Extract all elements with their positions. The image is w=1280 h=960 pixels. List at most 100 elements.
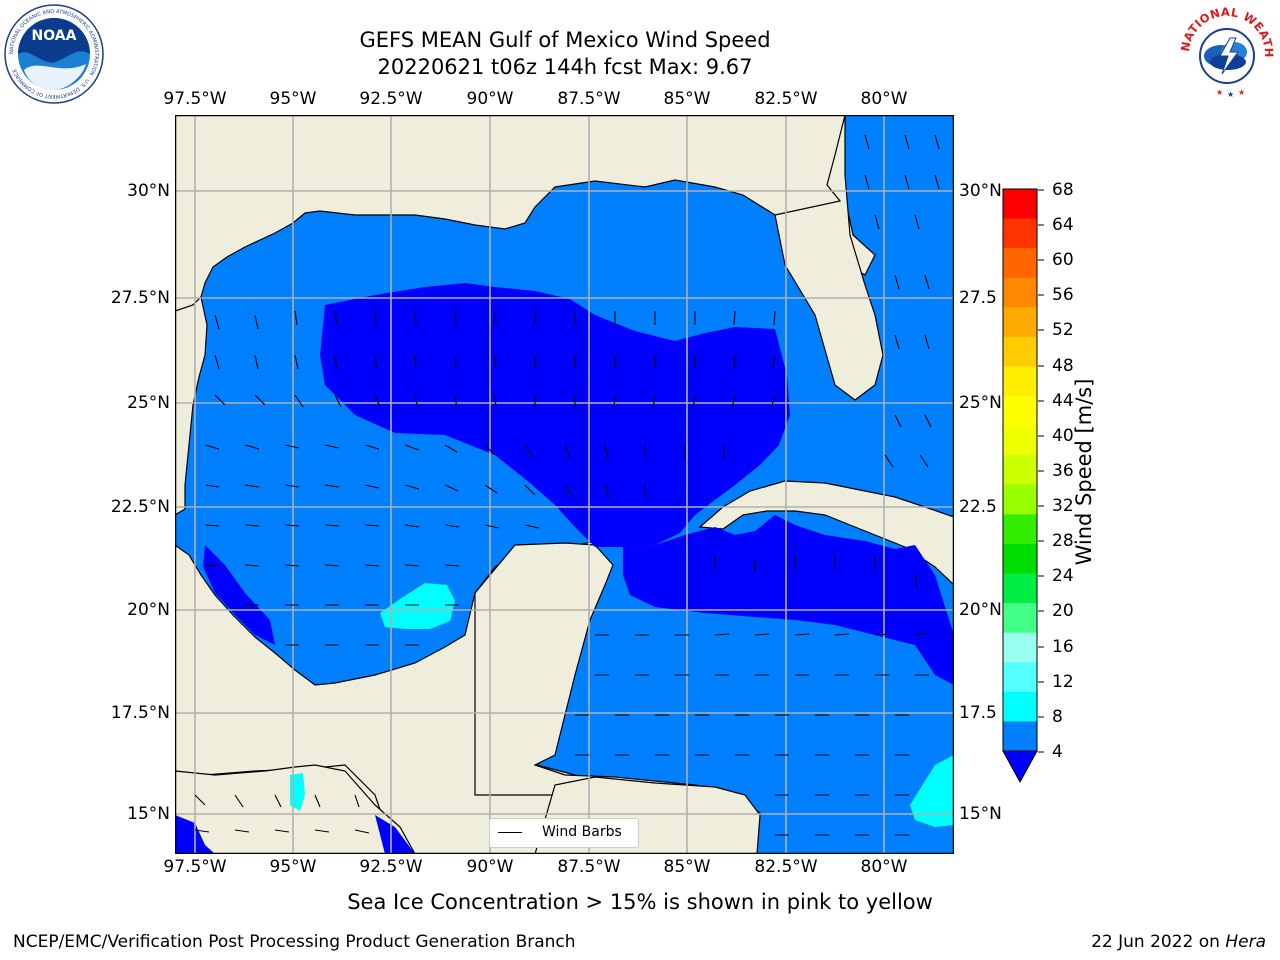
- wind-speed-colorbar: [1002, 188, 1038, 784]
- lat-tick-right: 25°N: [959, 393, 1002, 413]
- lon-tick-bottom: 95°W: [269, 857, 317, 877]
- lat-tick-left: 17.5°N: [110, 703, 170, 723]
- map-gridlines: [175, 115, 954, 854]
- lon-tick-top: 92.5°W: [359, 89, 423, 109]
- colorbar-band: [1003, 218, 1037, 249]
- lon-tick-top: 80°W: [860, 89, 908, 109]
- colorbar-tick: 28: [1052, 531, 1074, 551]
- lon-tick-bottom: 92.5°W: [359, 857, 423, 877]
- sea-ice-note: Sea Ice Concentration > 15% is shown in …: [347, 890, 933, 914]
- lon-tick-top: 90°W: [466, 89, 514, 109]
- svg-text:★: ★: [1216, 88, 1223, 97]
- map-subtitle: 20220621 t06z 144h fcst Max: 9.67: [377, 55, 753, 79]
- colorbar-tick: 64: [1052, 215, 1074, 235]
- legend-label: Wind Barbs: [542, 824, 622, 840]
- credit-date: 22 Jun 2022 on: [1091, 932, 1226, 952]
- colorbar-band: [1003, 336, 1037, 367]
- colorbar-tick: 8: [1052, 707, 1063, 727]
- noaa-logo: NATIONAL OCEANIC AND ATMOSPHERIC ADMINIS…: [4, 4, 104, 104]
- colorbar-band: [1003, 514, 1037, 545]
- land-central-america: [175, 764, 416, 854]
- colorbar-tick: 16: [1052, 637, 1074, 657]
- colorbar-tick: 12: [1052, 672, 1074, 692]
- lat-tick-right: 30°N: [959, 181, 1002, 201]
- colorbar-tick-marks: [1038, 189, 1044, 753]
- wind-speed-map: [175, 115, 954, 854]
- lon-tick-bottom: 97.5°W: [163, 857, 227, 877]
- lat-tick-right: 17.5: [959, 703, 997, 723]
- lon-tick-top: 95°W: [269, 89, 317, 109]
- colorbar-tick: 44: [1052, 391, 1074, 411]
- legend-line-swatch: [498, 832, 522, 833]
- lat-tick-left: 15°N: [127, 804, 170, 824]
- colorbar-band: [1003, 543, 1037, 575]
- svg-text:★: ★: [1238, 88, 1245, 97]
- wind-fill-below-4-honduras: [375, 815, 415, 854]
- lat-tick-left: 25°N: [127, 393, 170, 413]
- lon-tick-bottom: 90°W: [466, 857, 514, 877]
- lon-tick-bottom: 85°W: [663, 857, 711, 877]
- colorbar-band: [1003, 277, 1037, 308]
- credit-date-host: 22 Jun 2022 on Hera: [1091, 932, 1266, 952]
- lat-tick-right: 15°N: [959, 804, 1002, 824]
- lon-tick-top: 87.5°W: [557, 89, 621, 109]
- colorbar-band: [1003, 455, 1037, 486]
- wind-fill-below-4-central: [320, 283, 790, 547]
- colorbar-extend-arrow: [1002, 750, 1038, 784]
- colorbar-tick: 20: [1052, 601, 1074, 621]
- wind-fill-below-4-mexico-coast: [203, 545, 275, 645]
- colorbar-band: [1003, 484, 1037, 515]
- colorbar-tick: 60: [1052, 250, 1074, 270]
- colorbar-tick: 36: [1052, 461, 1074, 481]
- colorbar-frame: [1002, 188, 1038, 752]
- colorbar-band: [1003, 662, 1037, 693]
- colorbar-band: [1003, 573, 1037, 604]
- colorbar-band: [1003, 189, 1037, 220]
- wind-barbs-legend: Wind Barbs: [489, 818, 639, 848]
- colorbar-band: [1003, 307, 1037, 338]
- lat-tick-right: 22.5: [959, 497, 997, 517]
- lon-tick-top: 85°W: [663, 89, 711, 109]
- lon-tick-top: 82.5°W: [754, 89, 818, 109]
- colorbar-tick: 24: [1052, 566, 1074, 586]
- lat-tick-left: 27.5°N: [110, 288, 170, 308]
- colorbar-band: [1003, 396, 1037, 427]
- wind-fill-below-4-caribbean: [623, 515, 954, 685]
- colorbar-tick: 32: [1052, 496, 1074, 516]
- colorbar-tick: 68: [1052, 180, 1074, 200]
- lat-tick-left: 22.5°N: [110, 497, 170, 517]
- land-florida: [774, 115, 884, 401]
- map-title: GEFS MEAN Gulf of Mexico Wind Speed: [359, 28, 771, 52]
- lat-tick-left: 20°N: [127, 600, 170, 620]
- wind-fill-8-12-caribbean-east: [910, 755, 954, 827]
- lon-tick-top: 97.5°W: [163, 89, 227, 109]
- colorbar-bands: [1003, 189, 1037, 752]
- colorbar-tick: 40: [1052, 426, 1074, 446]
- wind-barbs: [194, 134, 940, 836]
- credit-branch: NCEP/EMC/Verification Post Processing Pr…: [13, 932, 576, 952]
- land-yucatan: [474, 542, 758, 854]
- colorbar-band: [1003, 248, 1037, 279]
- lat-tick-left: 30°N: [127, 181, 170, 201]
- svg-text:★: ★: [1227, 90, 1234, 99]
- noaa-logo-text: NOAA: [32, 28, 77, 44]
- colorbar-band: [1003, 691, 1037, 722]
- lat-tick-right: 20°N: [959, 600, 1002, 620]
- colorbar-band: [1003, 425, 1037, 456]
- colorbar-title: Wind Speed [m/s]: [1072, 378, 1096, 566]
- lon-tick-bottom: 87.5°W: [557, 857, 621, 877]
- map-frame: [175, 115, 954, 854]
- colorbar-band: [1003, 366, 1037, 397]
- colorbar-tick: 56: [1052, 285, 1074, 305]
- lon-tick-bottom: 82.5°W: [754, 857, 818, 877]
- colorbar-band: [1003, 721, 1037, 752]
- credit-host: Hera: [1225, 932, 1266, 952]
- lat-tick-right: 27.5: [959, 288, 997, 308]
- lon-tick-bottom: 80°W: [860, 857, 908, 877]
- colorbar-tick: 48: [1052, 356, 1074, 376]
- colorbar-tick: 4: [1052, 742, 1063, 762]
- colorbar-band: [1003, 603, 1037, 634]
- colorbar-tick: 52: [1052, 320, 1074, 340]
- colorbar-band: [1003, 632, 1037, 663]
- nws-logo: NATIONAL WEATHER SERVICE ★ ★ ★: [1176, 2, 1276, 101]
